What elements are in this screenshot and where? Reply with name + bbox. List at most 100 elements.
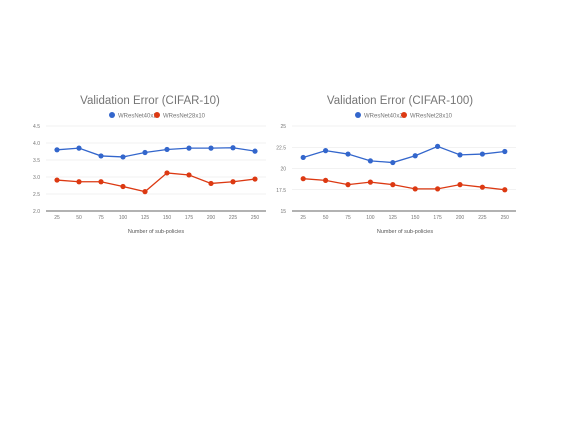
data-point (98, 179, 104, 185)
y-tick-label: 20 (280, 167, 286, 173)
y-tick-label: 22.5 (276, 145, 286, 151)
x-tick-label: 125 (389, 215, 398, 221)
x-tick-label: 100 (366, 215, 375, 221)
data-point (412, 153, 418, 159)
data-point (412, 186, 418, 192)
data-point (208, 145, 214, 151)
data-point (252, 176, 258, 182)
x-tick-label: 125 (141, 215, 150, 221)
data-point (367, 158, 373, 164)
y-tick-label: 15 (280, 209, 286, 215)
data-point (479, 151, 485, 157)
y-tick-label: 2.5 (33, 192, 40, 198)
x-tick-label: 150 (163, 215, 172, 221)
plot-area (300, 143, 508, 193)
x-tick-label: 25 (300, 215, 306, 221)
data-point (54, 177, 60, 183)
x-tick-label: 50 (323, 215, 329, 221)
data-point (230, 145, 236, 151)
x-axis-label: Number of sub-policies (377, 229, 433, 235)
x-tick-label: 150 (411, 215, 420, 221)
y-tick-label: 25 (280, 124, 286, 130)
data-point (345, 151, 351, 157)
data-point (142, 149, 148, 156)
legend-marker (355, 112, 361, 118)
gridlines (292, 125, 516, 212)
x-tick-label: 175 (433, 215, 442, 221)
x-tick-label: 225 (478, 215, 487, 221)
data-point (76, 145, 82, 151)
data-point (457, 152, 463, 158)
x-tick-label: 225 (229, 215, 238, 221)
data-point (367, 179, 373, 185)
data-point (164, 170, 170, 176)
y-tick-label: 4.0 (33, 141, 40, 147)
x-axis-label: Number of sub-policies (128, 229, 184, 235)
legend: WResNet40x2 WResNet28x10 (355, 112, 453, 120)
legend-item: WResNet40x2 (109, 112, 157, 120)
legend: WResNet40x2 WResNet28x10 (109, 112, 206, 120)
x-tick-label: 250 (501, 215, 510, 221)
data-point (230, 179, 236, 185)
x-tick-label: 175 (185, 215, 194, 221)
data-point (502, 187, 508, 193)
data-point (98, 153, 104, 159)
data-point (120, 154, 126, 160)
data-point (345, 182, 351, 188)
chart-title: Validation Error (CIFAR-10) (80, 95, 220, 107)
y-tick-label: 3.5 (33, 158, 40, 164)
data-point (208, 180, 214, 187)
legend-item: WResNet28x10 (401, 112, 453, 120)
data-point (390, 159, 396, 166)
legend-item: WResNet40x2 (355, 112, 403, 120)
x-tick-label: 75 (345, 215, 351, 221)
x-tick-label: 250 (251, 215, 260, 221)
data-point (186, 172, 192, 178)
legend-marker (401, 112, 407, 118)
x-tick-label: 200 (207, 215, 216, 221)
series-line (56, 147, 256, 158)
data-point (300, 176, 306, 182)
x-tick-label: 25 (54, 215, 60, 221)
legend-label: WResNet40x2 (364, 114, 403, 120)
data-point (142, 189, 148, 195)
data-point (502, 148, 508, 155)
series-line (303, 145, 505, 164)
data-point (186, 145, 192, 151)
data-point (300, 154, 306, 161)
y-tick-label: 3.0 (33, 175, 40, 181)
x-tick-label: 200 (456, 215, 465, 221)
data-point (435, 186, 441, 192)
y-tick-labels: 2.0 2.5 3.0 3.5 4.0 4.5 (33, 124, 40, 215)
y-tick-label: 2.0 (33, 209, 40, 215)
data-point (390, 182, 396, 188)
data-point (323, 148, 329, 154)
data-point (120, 183, 126, 190)
data-point (457, 182, 463, 188)
x-tick-labels: 25 50 75 100 125 150 175 200 225 250 (54, 215, 259, 221)
chart-cifar100: Validation Error (CIFAR-100) WResNet40x2… (276, 95, 516, 235)
gridlines (46, 125, 266, 212)
x-tick-label: 50 (76, 215, 82, 221)
series-line (56, 172, 256, 193)
legend-label: WResNet40x2 (118, 114, 157, 120)
data-point (54, 147, 60, 153)
y-tick-labels: 15 17.5 20 22.5 25 (276, 124, 286, 215)
legend-item: WResNet28x10 (154, 112, 206, 120)
data-point (323, 177, 329, 183)
y-tick-label: 17.5 (276, 188, 286, 194)
series-line (303, 178, 505, 191)
x-tick-label: 75 (98, 215, 104, 221)
x-tick-labels: 25 50 75 100 125 150 175 200 225 250 (300, 215, 509, 221)
chart-title: Validation Error (CIFAR-100) (327, 95, 473, 107)
legend-label: WResNet28x10 (163, 114, 206, 120)
legend-label: WResNet28x10 (410, 114, 453, 120)
data-point (435, 143, 441, 149)
plot-area (54, 145, 258, 195)
data-point (164, 146, 170, 153)
legend-marker (109, 112, 115, 118)
data-point (252, 148, 258, 154)
x-tick-label: 100 (119, 215, 128, 221)
data-point (479, 184, 485, 190)
